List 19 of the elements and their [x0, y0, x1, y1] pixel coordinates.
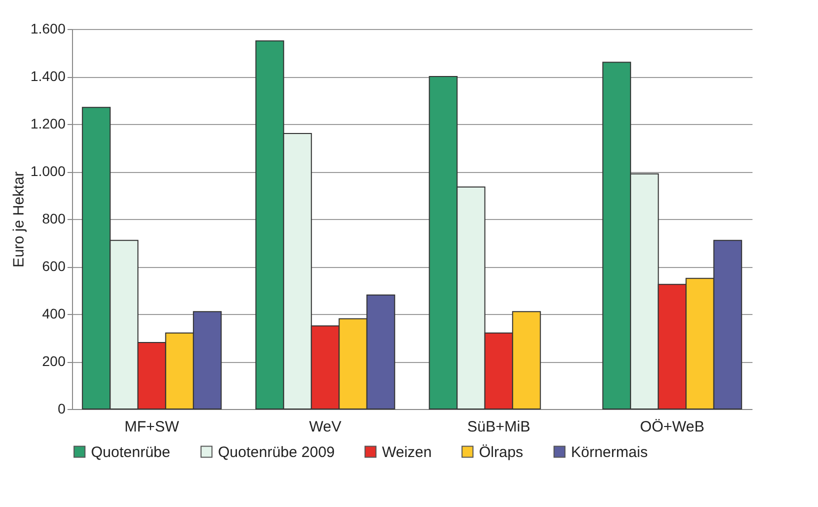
legend-label: Ölraps: [479, 444, 524, 461]
legend-label: Weizen: [382, 444, 432, 461]
x-tick-label: SüB+MiB: [467, 418, 530, 436]
legend-label: Quotenrübe: [91, 444, 170, 461]
y-tick-label: 200: [42, 353, 66, 369]
y-tick-label: 1.000: [30, 163, 66, 179]
y-tick-label: 1.600: [30, 20, 66, 36]
y-tick-label: 1.200: [30, 116, 66, 132]
legend-label: Körnermais: [571, 444, 648, 461]
x-tick-label: MF+SW: [124, 418, 180, 436]
legend-label: Quotenrübe 2009: [218, 444, 335, 461]
y-axis-title: Euro je Hektar: [10, 172, 28, 268]
x-tick-label: OÖ+WeB: [640, 418, 704, 436]
y-tick-label: 0: [58, 400, 66, 416]
y-tick-label: 400: [42, 306, 66, 322]
x-tick-label: WeV: [309, 418, 342, 436]
y-tick-label: 800: [42, 210, 66, 226]
y-tick-label: 600: [42, 258, 66, 274]
y-tick-label: 1.400: [30, 68, 66, 84]
